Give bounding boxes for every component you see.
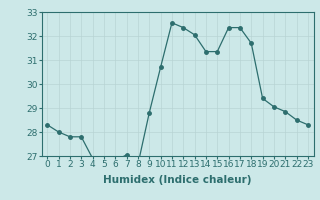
X-axis label: Humidex (Indice chaleur): Humidex (Indice chaleur)	[103, 175, 252, 185]
